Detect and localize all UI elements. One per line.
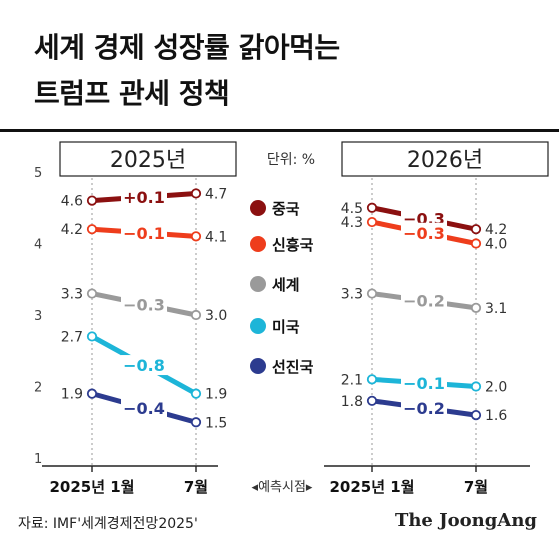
change-label-bg [401, 290, 447, 311]
forecast-point-label: ◂예측시점▸ [252, 480, 313, 495]
chart-title-line2: 트럼프 관세 정책 [34, 77, 230, 110]
data-label: 2.1 [341, 372, 363, 388]
legend-swatch [250, 200, 266, 216]
change-label-bg [121, 294, 167, 315]
change-label: −0.1 [123, 224, 165, 243]
data-label: 4.5 [341, 201, 363, 217]
data-point [470, 238, 482, 249]
data-point [190, 231, 202, 242]
data-point [470, 381, 482, 392]
change-label-bg [121, 355, 167, 376]
data-label: 4.3 [341, 215, 363, 231]
x-tick-label: 2025년 1월 [49, 478, 134, 496]
change-label: −0.4 [123, 399, 165, 418]
x-tick-label: 7월 [464, 478, 488, 496]
legend-label: 중국 [272, 200, 300, 218]
legend-label: 선진국 [272, 358, 314, 376]
data-label: 3.3 [61, 287, 83, 303]
x-tick-label: 2025년 1월 [329, 478, 414, 496]
data-label: 4.6 [61, 194, 83, 210]
panel-header-box [341, 141, 549, 177]
data-point [470, 302, 482, 313]
data-point [190, 188, 202, 199]
y-tick-label: 4 [34, 238, 42, 253]
change-label: −0.3 [403, 224, 445, 243]
change-label-bg [121, 222, 167, 243]
brand-logo: The JoongAng [394, 510, 537, 531]
data-label: 3.0 [205, 308, 227, 324]
data-label: 4.1 [205, 229, 227, 245]
data-point [86, 195, 98, 206]
data-point [470, 409, 482, 421]
data-label: 4.0 [485, 237, 507, 253]
change-label: −0.2 [403, 399, 445, 418]
data-label: 4.2 [61, 222, 83, 238]
data-point [366, 374, 378, 385]
data-point [190, 417, 202, 428]
title-rule [0, 129, 559, 132]
data-label: 1.9 [205, 387, 227, 403]
data-point [190, 388, 202, 399]
y-tick-label: 5 [34, 166, 42, 181]
legend-label: 미국 [272, 318, 300, 336]
change-label-bg [121, 187, 167, 208]
y-tick-label: 2 [34, 381, 42, 396]
legend-swatch [250, 236, 266, 252]
data-label: 1.6 [485, 408, 507, 424]
data-point [86, 388, 98, 399]
y-tick-label: 1 [34, 452, 42, 467]
panel-header-box [59, 141, 237, 177]
data-label: 1.5 [205, 415, 227, 431]
data-point [470, 224, 482, 235]
data-point [86, 224, 98, 235]
data-point [86, 288, 98, 299]
y-tick-label: 3 [34, 309, 42, 324]
data-point [366, 288, 378, 299]
data-label: 2.0 [485, 380, 507, 396]
unit-label: 단위: % [267, 152, 315, 168]
change-label: −0.3 [123, 295, 165, 314]
data-label: 4.7 [205, 186, 227, 202]
data-label: 2.7 [61, 329, 83, 345]
source-note: 자료: IMF'세계경제전망2025' [18, 516, 198, 532]
legend-swatch [250, 318, 266, 334]
panel-label: 2026년 [407, 148, 483, 173]
legend-label: 세계 [272, 276, 300, 294]
data-point [366, 395, 378, 406]
legend-swatch [250, 358, 266, 374]
change-label: −0.8 [123, 356, 165, 375]
data-point [366, 216, 378, 228]
change-label-bg [401, 372, 447, 393]
x-tick-label: 7월 [184, 478, 208, 496]
change-label-bg [121, 397, 167, 418]
data-label: 1.8 [341, 394, 363, 410]
data-label: 3.3 [341, 287, 363, 303]
panel-label: 2025년 [110, 148, 186, 173]
data-point [86, 331, 98, 342]
change-label-bg [401, 222, 447, 243]
change-label-bg [401, 397, 447, 418]
data-point [366, 202, 378, 213]
chart-title-line1: 세계 경제 성장률 갉아먹는 [34, 31, 340, 64]
data-point [190, 309, 202, 321]
data-label: 1.9 [61, 387, 83, 403]
legend-label: 신흥국 [272, 236, 314, 254]
data-label: 4.2 [485, 222, 507, 238]
legend-swatch [250, 276, 266, 292]
change-label: −0.2 [403, 292, 445, 311]
data-label: 3.1 [485, 301, 507, 317]
change-label: +0.1 [123, 188, 165, 207]
change-label: −0.1 [403, 374, 445, 393]
